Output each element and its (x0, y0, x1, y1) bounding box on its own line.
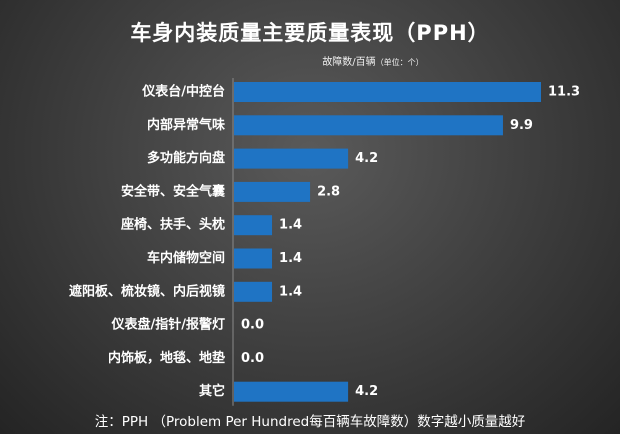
value-label-3: 2.8 (317, 184, 340, 199)
category-label-9: 其它 (199, 383, 225, 399)
bar-4 (234, 215, 273, 236)
value-label-4: 1.4 (279, 218, 302, 233)
bar-9 (234, 381, 349, 402)
value-label-7: 0.0 (241, 318, 264, 333)
category-label-4: 座椅、扶手、头枕 (120, 217, 225, 233)
chart-subtitle: 故障数/百辆（单位：个） (258, 53, 488, 68)
category-label-6: 遮阳板、梳妆镜、内后视镜 (69, 283, 225, 299)
bar-6 (234, 281, 273, 302)
category-label-8: 内饰板，地毯、地垫 (108, 350, 225, 366)
chart-title: 车身内装质量主要质量表现（PPH） (130, 21, 490, 45)
value-label-2: 4.2 (355, 151, 378, 166)
value-label-6: 1.4 (279, 284, 302, 299)
bar-1 (234, 115, 503, 136)
category-label-3: 安全带、安全气囊 (121, 183, 226, 199)
footnote: 注：PPH （Problem Per Hundred每百辆车故障数）数字越小质量… (94, 414, 526, 430)
category-label-5: 车内储物空间 (147, 250, 225, 266)
unit-note: （单位：个） (375, 58, 424, 67)
bar-2 (234, 148, 349, 169)
value-label-9: 4.2 (355, 384, 378, 399)
value-label-5: 1.4 (279, 251, 302, 266)
bar-5 (234, 248, 273, 269)
value-label-0: 11.3 (548, 85, 580, 100)
subtitle-text: 故障数/百辆 (322, 57, 376, 68)
category-label-2: 多功能方向盘 (147, 150, 225, 166)
category-label-1: 内部异常气味 (147, 117, 225, 133)
category-label-7: 仪表盘/指针/报警灯 (111, 317, 226, 333)
value-label-1: 9.9 (510, 118, 533, 133)
category-label-0: 仪表台/中控台 (141, 84, 225, 100)
bar-3 (234, 181, 311, 202)
bar-0 (234, 82, 541, 102)
value-label-8: 0.0 (241, 351, 264, 366)
